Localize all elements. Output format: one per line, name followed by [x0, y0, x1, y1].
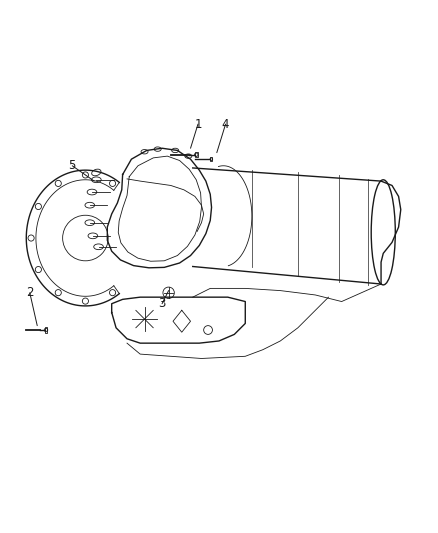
Text: 4: 4: [222, 118, 230, 131]
Text: 5: 5: [69, 159, 76, 172]
Text: 3: 3: [159, 297, 166, 310]
Bar: [210, 157, 212, 161]
Text: 1: 1: [194, 118, 202, 131]
Text: 2: 2: [26, 286, 34, 300]
Bar: [45, 327, 47, 333]
Bar: [195, 152, 198, 157]
